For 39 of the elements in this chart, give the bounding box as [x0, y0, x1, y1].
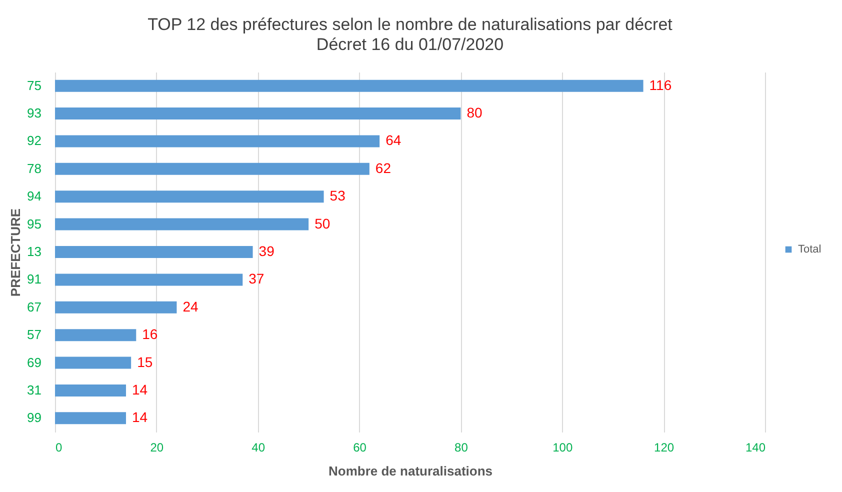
y-tick-label: 57 — [27, 327, 42, 342]
x-tick-label: 40 — [252, 440, 266, 454]
x-axis-title: Nombre de naturalisations — [328, 464, 492, 478]
x-tick-label: 100 — [552, 440, 573, 454]
y-axis-title: PREFECTURE — [8, 208, 24, 297]
data-label: 15 — [137, 354, 153, 370]
chart-title: TOP 12 des préfectures selon le nombre de naturalisations par décret — [148, 15, 673, 34]
data-label: 39 — [258, 243, 275, 259]
chart-subtitle: Décret 16 du 01/07/2020 — [316, 35, 504, 54]
y-tick-label: 75 — [27, 78, 42, 93]
y-tick-label: 94 — [27, 188, 42, 204]
data-label: 16 — [142, 326, 158, 342]
data-label: 37 — [248, 270, 264, 287]
y-tick-label: 99 — [27, 410, 42, 426]
y-tick-label: 67 — [27, 299, 42, 314]
x-tick-label: 60 — [353, 440, 367, 454]
x-tick-label: 20 — [150, 440, 164, 454]
data-label: 14 — [132, 381, 148, 398]
x-tick-label: 120 — [654, 440, 674, 454]
y-tick-label: 95 — [27, 216, 42, 232]
y-tick-label: 69 — [27, 354, 42, 370]
y-tick-label: 31 — [27, 382, 42, 398]
x-tick-label: 80 — [454, 440, 468, 454]
y-tick-label: 92 — [27, 133, 42, 148]
y-tick-label: 93 — [27, 106, 42, 121]
y-tick-label: 91 — [27, 272, 42, 287]
x-tick-label: 140 — [745, 440, 766, 454]
data-label: 24 — [182, 298, 198, 314]
data-label: 50 — [314, 215, 330, 232]
legend-label: Total — [798, 244, 822, 256]
data-label: 116 — [649, 76, 672, 93]
data-label: 80 — [466, 104, 482, 121]
data-label: 14 — [132, 409, 148, 426]
data-label: 62 — [375, 160, 392, 176]
x-tick-label: 0 — [56, 440, 62, 454]
data-label: 64 — [386, 132, 402, 148]
y-tick-label: 13 — [27, 244, 42, 259]
y-tick-label: 78 — [27, 160, 42, 176]
data-label: 53 — [330, 188, 346, 204]
